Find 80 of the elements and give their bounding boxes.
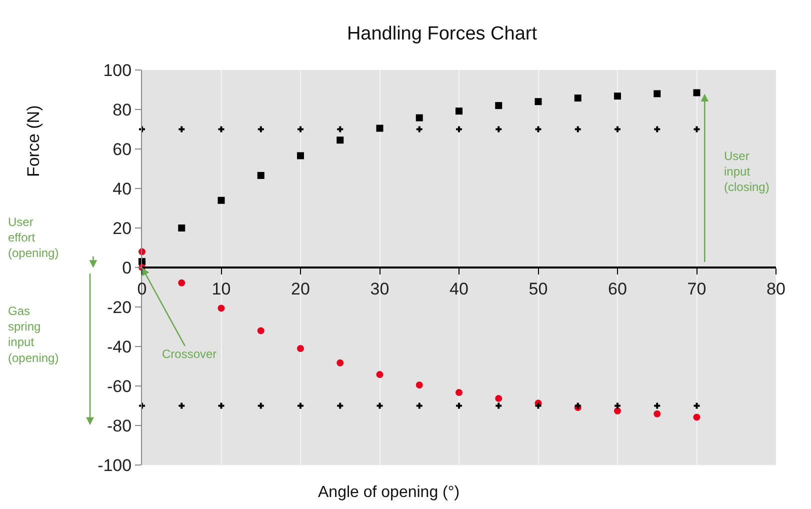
point <box>297 344 304 352</box>
point <box>456 126 462 132</box>
point <box>693 414 700 421</box>
y-tick-label: -40 <box>107 337 132 356</box>
point <box>614 407 621 414</box>
point <box>574 126 581 132</box>
point <box>654 90 661 98</box>
point <box>376 371 384 378</box>
point <box>258 402 264 409</box>
point <box>297 152 304 160</box>
point <box>654 402 660 409</box>
x-tick-label: 50 <box>528 280 548 299</box>
text: User effort (opening) <box>8 215 59 260</box>
x-axis-title: Angle of opening (°) <box>318 484 460 501</box>
point <box>694 402 700 409</box>
point <box>614 126 620 132</box>
x-tick-label: 40 <box>450 280 468 299</box>
point <box>654 410 661 418</box>
point <box>416 114 423 122</box>
point <box>654 126 660 132</box>
x-tick-label: 20 <box>291 280 310 299</box>
point <box>614 402 620 409</box>
annotation: Crossover <box>162 347 217 361</box>
point <box>258 126 264 132</box>
point <box>456 402 462 409</box>
point <box>336 136 344 144</box>
point <box>535 402 542 409</box>
point <box>178 402 185 409</box>
y-tick-label: 20 <box>112 218 132 238</box>
y-tick-label: -100 <box>98 456 132 475</box>
point <box>535 126 542 132</box>
x-tick-label: 70 <box>687 280 706 299</box>
point <box>495 394 502 402</box>
point <box>376 124 384 132</box>
point <box>693 89 700 96</box>
y-tick-label: 40 <box>112 179 132 198</box>
point <box>337 126 344 132</box>
point <box>574 402 581 409</box>
y-tick-label: 100 <box>103 60 132 80</box>
y-tick-label: -80 <box>107 416 132 436</box>
chart-title: Handling Forces Chart <box>346 24 538 45</box>
text: Gas spring input (opening) <box>8 304 59 365</box>
point <box>694 126 700 132</box>
point <box>495 102 502 110</box>
y-tick-label: -20 <box>107 298 132 317</box>
point <box>456 389 462 396</box>
y-tick-label: -60 <box>107 376 132 396</box>
point <box>218 126 224 132</box>
x-tick-label: 10 <box>212 280 231 299</box>
point <box>336 359 344 366</box>
point <box>178 224 186 232</box>
point <box>416 402 422 409</box>
x-tick-label: 60 <box>608 280 627 299</box>
y-axis-title: Force (N) <box>24 105 43 178</box>
y-tick-label: 80 <box>112 100 132 120</box>
y-tick-label: 0 <box>122 258 132 278</box>
x-tick-label: 80 <box>766 280 786 299</box>
y-tick-label: 60 <box>112 140 132 159</box>
point <box>456 108 462 115</box>
point <box>496 402 502 409</box>
point <box>496 126 502 132</box>
point <box>574 94 582 102</box>
point <box>178 126 185 132</box>
x-tick-label: 30 <box>370 280 390 299</box>
point <box>218 196 225 204</box>
point <box>534 98 542 106</box>
point <box>298 402 304 409</box>
annotation: User input (closing) <box>724 149 770 194</box>
point <box>178 279 186 286</box>
point <box>614 92 621 100</box>
point <box>218 304 225 312</box>
point <box>337 402 344 409</box>
point <box>218 402 224 409</box>
x-tick-label: 0 <box>137 280 147 299</box>
point <box>257 172 264 179</box>
point <box>416 382 423 389</box>
point <box>298 126 304 132</box>
point <box>257 327 264 334</box>
point <box>416 126 422 132</box>
point <box>376 402 383 409</box>
